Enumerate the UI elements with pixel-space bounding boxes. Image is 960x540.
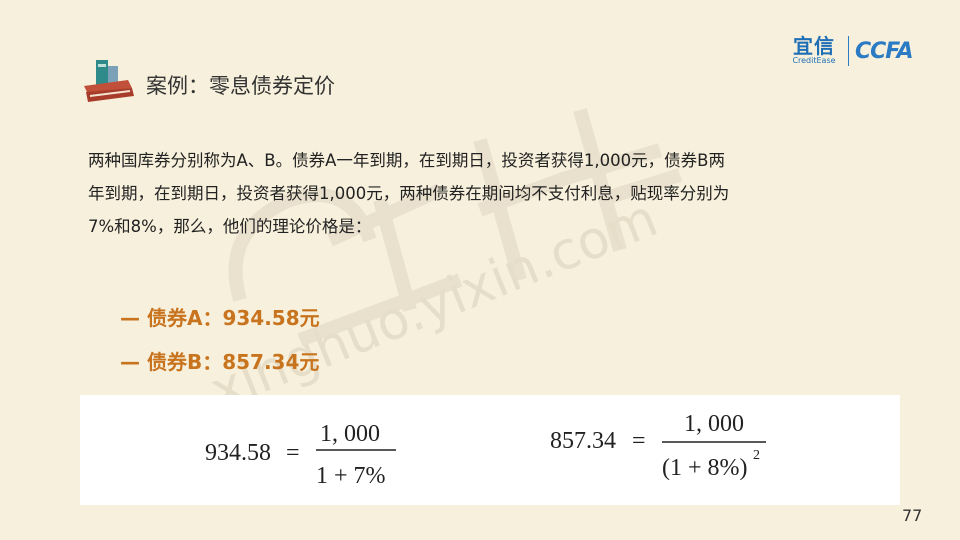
logo-divider: [848, 36, 849, 66]
brand-logo: 宜信 CreditEase CCFA: [786, 34, 914, 68]
formula-a-lhs: 934.58: [205, 440, 271, 466]
page-number: 77: [902, 506, 923, 525]
description-line: 7%和8%，那么，他们的理论价格是：: [88, 217, 372, 236]
formula-panel: 934.58 = 1, 000 1 + 7% 857.34 = 1, 000 (…: [80, 395, 900, 505]
logo-en-text: CreditEase: [792, 56, 836, 65]
formula-b-numerator: 1, 000: [684, 411, 744, 437]
formula-b: 857.34 = 1, 000 (1 + 8%) 2: [550, 411, 766, 481]
logo-cn-text: 宜信: [793, 34, 835, 58]
formula-b-denominator: (1 + 8%): [662, 455, 748, 481]
creditease-logo: 宜信 CreditEase: [786, 36, 842, 66]
case-description: 两种国库券分别称为A、B。债券A一年到期，在到期日，投资者获得1,000元，债券…: [88, 144, 868, 243]
formula-b-lhs: 857.34: [550, 428, 616, 454]
formula-a: 934.58 = 1, 000 1 + 7%: [205, 421, 396, 489]
page-title: 案例：零息债券定价: [146, 74, 335, 98]
description-line: 两种国库券分别称为A、B。债券A一年到期，在到期日，投资者获得1,000元，债券…: [88, 151, 725, 170]
bond-a-price: — 债券A：934.58元: [120, 306, 320, 330]
ccfa-logo: CCFA: [855, 38, 914, 64]
description-line: 年到期，在到期日，投资者获得1,000元，两种债券在期间均不支付利息，贴现率分别…: [88, 184, 730, 203]
formula-b-exponent: 2: [753, 448, 760, 463]
bond-b-price: — 债券B：857.34元: [120, 350, 320, 374]
formula-b-equals: =: [632, 428, 646, 454]
formula-a-numerator: 1, 000: [320, 421, 380, 447]
formula-a-denominator: 1 + 7%: [316, 463, 386, 489]
books-icon: [84, 60, 134, 102]
formula-a-equals: =: [286, 440, 300, 466]
